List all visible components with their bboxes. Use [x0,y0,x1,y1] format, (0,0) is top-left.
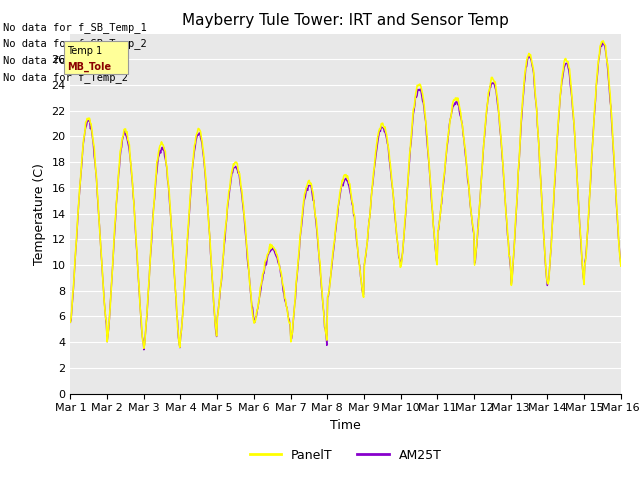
Text: Temp 1: Temp 1 [67,46,102,56]
Y-axis label: Temperature (C): Temperature (C) [33,163,45,264]
Text: No data for f_SB_Temp_2: No data for f_SB_Temp_2 [3,38,147,49]
Text: No data for f_Temp_2: No data for f_Temp_2 [3,72,128,83]
Text: MB_Tole: MB_Tole [67,62,111,72]
Legend: PanelT, AM25T: PanelT, AM25T [244,444,447,467]
Text: No data for f_SB_Temp_1: No data for f_SB_Temp_1 [3,22,147,33]
Text: No data for f_Temp_1: No data for f_Temp_1 [3,55,128,66]
Title: Mayberry Tule Tower: IRT and Sensor Temp: Mayberry Tule Tower: IRT and Sensor Temp [182,13,509,28]
X-axis label: Time: Time [330,419,361,432]
